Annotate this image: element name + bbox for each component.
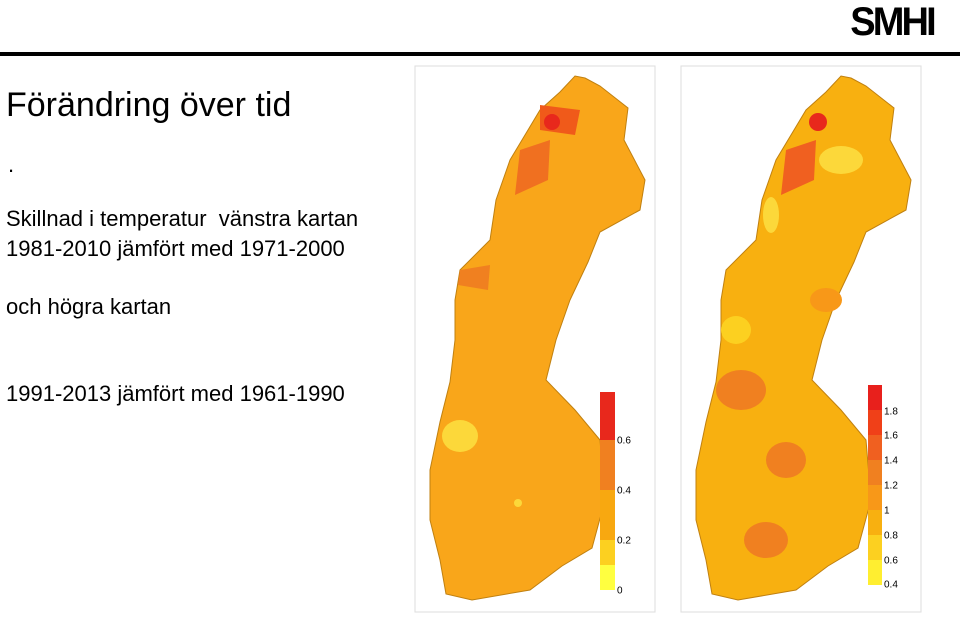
- legend-label: 1.6: [884, 431, 898, 442]
- legend-right: 1.8 1.6 1.4 1.2 1 0.8 0.6 0.4: [868, 385, 898, 591]
- legend-swatch: [600, 392, 615, 440]
- legend-swatch: [868, 510, 882, 535]
- text-line: Skillnad i temperatur vänstra kartan: [6, 206, 359, 231]
- map-right: [695, 75, 912, 601]
- legend-label: 1.8: [884, 407, 898, 418]
- legend-swatch: [600, 565, 615, 590]
- legend-label: 1.2: [884, 481, 898, 492]
- text-line: 1991-2013 jämfört med 1961-1990: [6, 381, 345, 406]
- legend-swatch: [600, 490, 615, 540]
- legend-swatch: [868, 535, 882, 560]
- legend-label: 0.4: [617, 486, 631, 497]
- legend-label: 0: [617, 586, 623, 597]
- legend-left: 0.6 0.4 0.2 0: [600, 392, 631, 597]
- top-rule: [0, 52, 960, 56]
- legend-label: 0.8: [884, 531, 898, 542]
- logo: SMHI: [850, 0, 936, 44]
- legend-swatch: [868, 385, 882, 410]
- text-line: 1981-2010 jämfört med 1971-2000: [6, 236, 345, 261]
- legend-swatch: [600, 440, 615, 490]
- legend-label: 1: [884, 506, 890, 517]
- map-left: [429, 75, 646, 601]
- legend-label: 0.6: [884, 556, 898, 567]
- legend-swatch: [868, 485, 882, 510]
- legend-swatch: [868, 460, 882, 485]
- legend-label: 0.2: [617, 536, 631, 547]
- legend-swatch: [868, 560, 882, 585]
- legend-label: 1.4: [884, 456, 898, 467]
- legend-swatch: [868, 435, 882, 460]
- legend-label: 0.6: [617, 436, 631, 447]
- legend-swatch: [868, 410, 882, 435]
- legend-swatch: [600, 540, 615, 565]
- text-line: och högra kartan: [6, 294, 172, 319]
- legend-label: 0.4: [884, 580, 898, 591]
- slide-title: Förändring över tid: [6, 86, 292, 124]
- dot: .: [8, 152, 15, 177]
